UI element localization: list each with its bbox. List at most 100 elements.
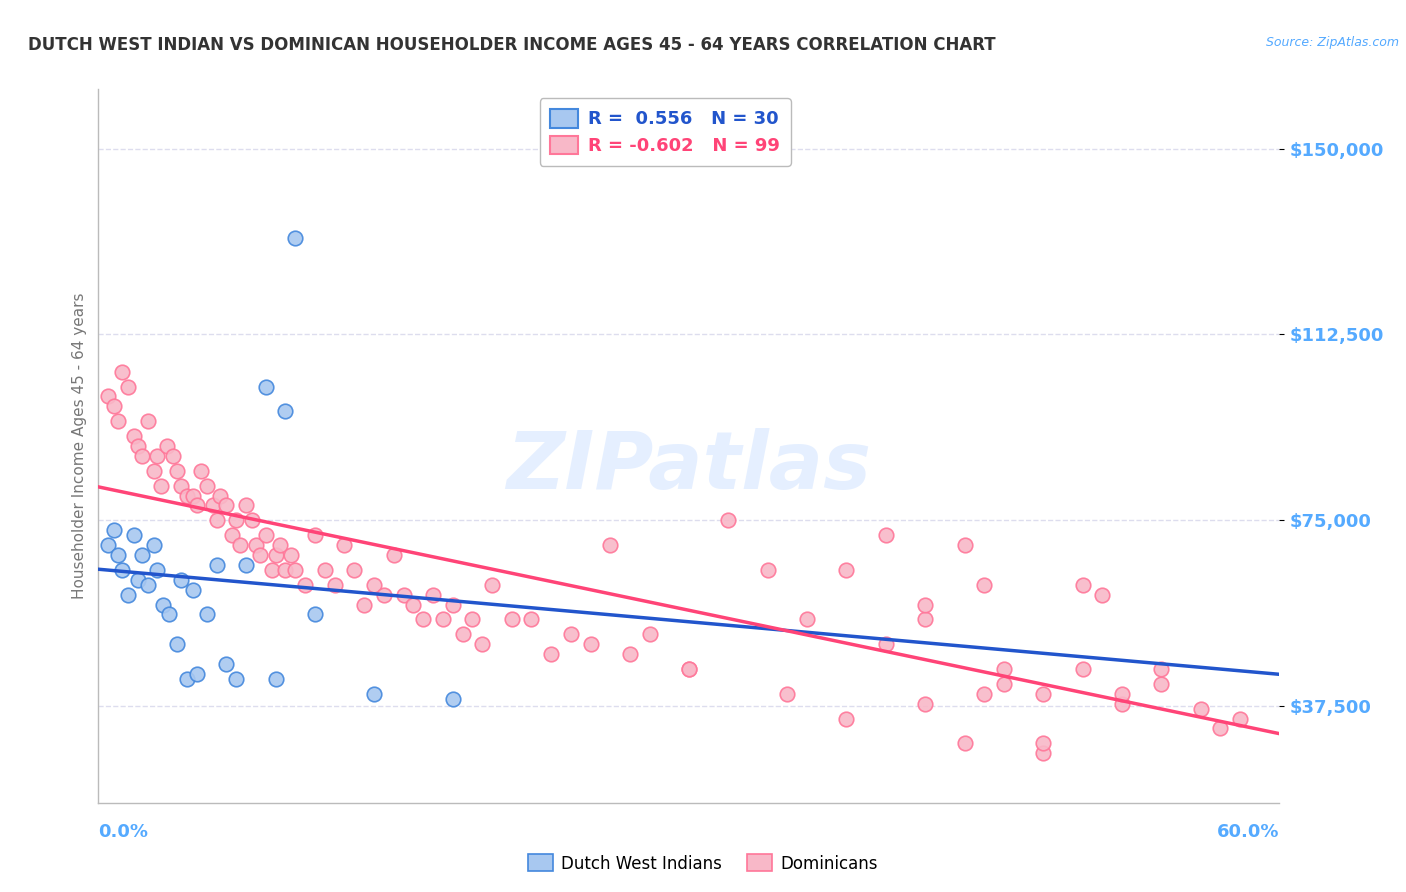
Point xyxy=(973,578,995,592)
Point xyxy=(1071,662,1094,676)
Point xyxy=(176,672,198,686)
Point xyxy=(274,563,297,577)
Point xyxy=(619,647,641,661)
Point xyxy=(225,513,247,527)
Point xyxy=(215,657,238,671)
Point xyxy=(156,439,179,453)
Point xyxy=(373,588,395,602)
Point xyxy=(796,612,818,626)
Point xyxy=(201,499,224,513)
Point xyxy=(260,563,283,577)
Point xyxy=(190,464,212,478)
Point xyxy=(422,588,444,602)
Point xyxy=(225,672,247,686)
Point xyxy=(254,528,277,542)
Point xyxy=(209,489,232,503)
Text: Source: ZipAtlas.com: Source: ZipAtlas.com xyxy=(1265,36,1399,49)
Point xyxy=(103,400,125,414)
Point xyxy=(103,523,125,537)
Point xyxy=(993,677,1015,691)
Point xyxy=(993,662,1015,676)
Point xyxy=(166,464,188,478)
Point xyxy=(875,528,897,542)
Point xyxy=(973,687,995,701)
Point xyxy=(269,538,291,552)
Point xyxy=(181,489,204,503)
Point xyxy=(181,582,204,597)
Point xyxy=(441,598,464,612)
Point xyxy=(131,548,153,562)
Point xyxy=(1229,712,1251,726)
Point xyxy=(1032,736,1054,750)
Point xyxy=(471,637,494,651)
Point xyxy=(678,662,700,676)
Point xyxy=(122,528,145,542)
Point xyxy=(343,563,366,577)
Point xyxy=(914,612,936,626)
Point xyxy=(111,563,134,577)
Point xyxy=(363,687,385,701)
Legend: Dutch West Indians, Dominicans: Dutch West Indians, Dominicans xyxy=(522,847,884,880)
Point xyxy=(280,548,302,562)
Point xyxy=(205,558,228,572)
Text: 60.0%: 60.0% xyxy=(1218,822,1279,840)
Point xyxy=(176,489,198,503)
Point xyxy=(560,627,582,641)
Point xyxy=(97,538,120,552)
Point xyxy=(284,563,307,577)
Point xyxy=(835,712,858,726)
Point xyxy=(638,627,661,641)
Point xyxy=(323,578,346,592)
Point xyxy=(107,548,129,562)
Point xyxy=(756,563,779,577)
Point xyxy=(146,563,169,577)
Point xyxy=(382,548,405,562)
Point xyxy=(412,612,434,626)
Point xyxy=(195,607,218,622)
Point xyxy=(97,389,120,403)
Point xyxy=(205,513,228,527)
Point xyxy=(314,563,336,577)
Point xyxy=(835,563,858,577)
Point xyxy=(142,538,165,552)
Point xyxy=(152,598,174,612)
Point xyxy=(461,612,484,626)
Point xyxy=(215,499,238,513)
Point xyxy=(245,538,267,552)
Point xyxy=(678,662,700,676)
Point xyxy=(441,691,464,706)
Point xyxy=(221,528,243,542)
Point xyxy=(1091,588,1114,602)
Point xyxy=(1032,746,1054,760)
Point xyxy=(953,538,976,552)
Point xyxy=(186,499,208,513)
Point xyxy=(1150,662,1173,676)
Point xyxy=(162,449,184,463)
Point xyxy=(402,598,425,612)
Point xyxy=(304,607,326,622)
Point xyxy=(540,647,562,661)
Point xyxy=(264,548,287,562)
Point xyxy=(264,672,287,686)
Point xyxy=(122,429,145,443)
Point xyxy=(432,612,454,626)
Point xyxy=(117,588,139,602)
Point xyxy=(1189,701,1212,715)
Point xyxy=(953,736,976,750)
Point xyxy=(392,588,415,602)
Point xyxy=(117,379,139,393)
Point xyxy=(579,637,602,651)
Point xyxy=(136,578,159,592)
Point xyxy=(254,379,277,393)
Point xyxy=(131,449,153,463)
Point xyxy=(166,637,188,651)
Point xyxy=(170,478,193,492)
Point xyxy=(353,598,375,612)
Point xyxy=(1209,722,1232,736)
Point xyxy=(451,627,474,641)
Point xyxy=(1071,578,1094,592)
Point xyxy=(333,538,356,552)
Point xyxy=(127,573,149,587)
Text: 0.0%: 0.0% xyxy=(98,822,149,840)
Point xyxy=(111,365,134,379)
